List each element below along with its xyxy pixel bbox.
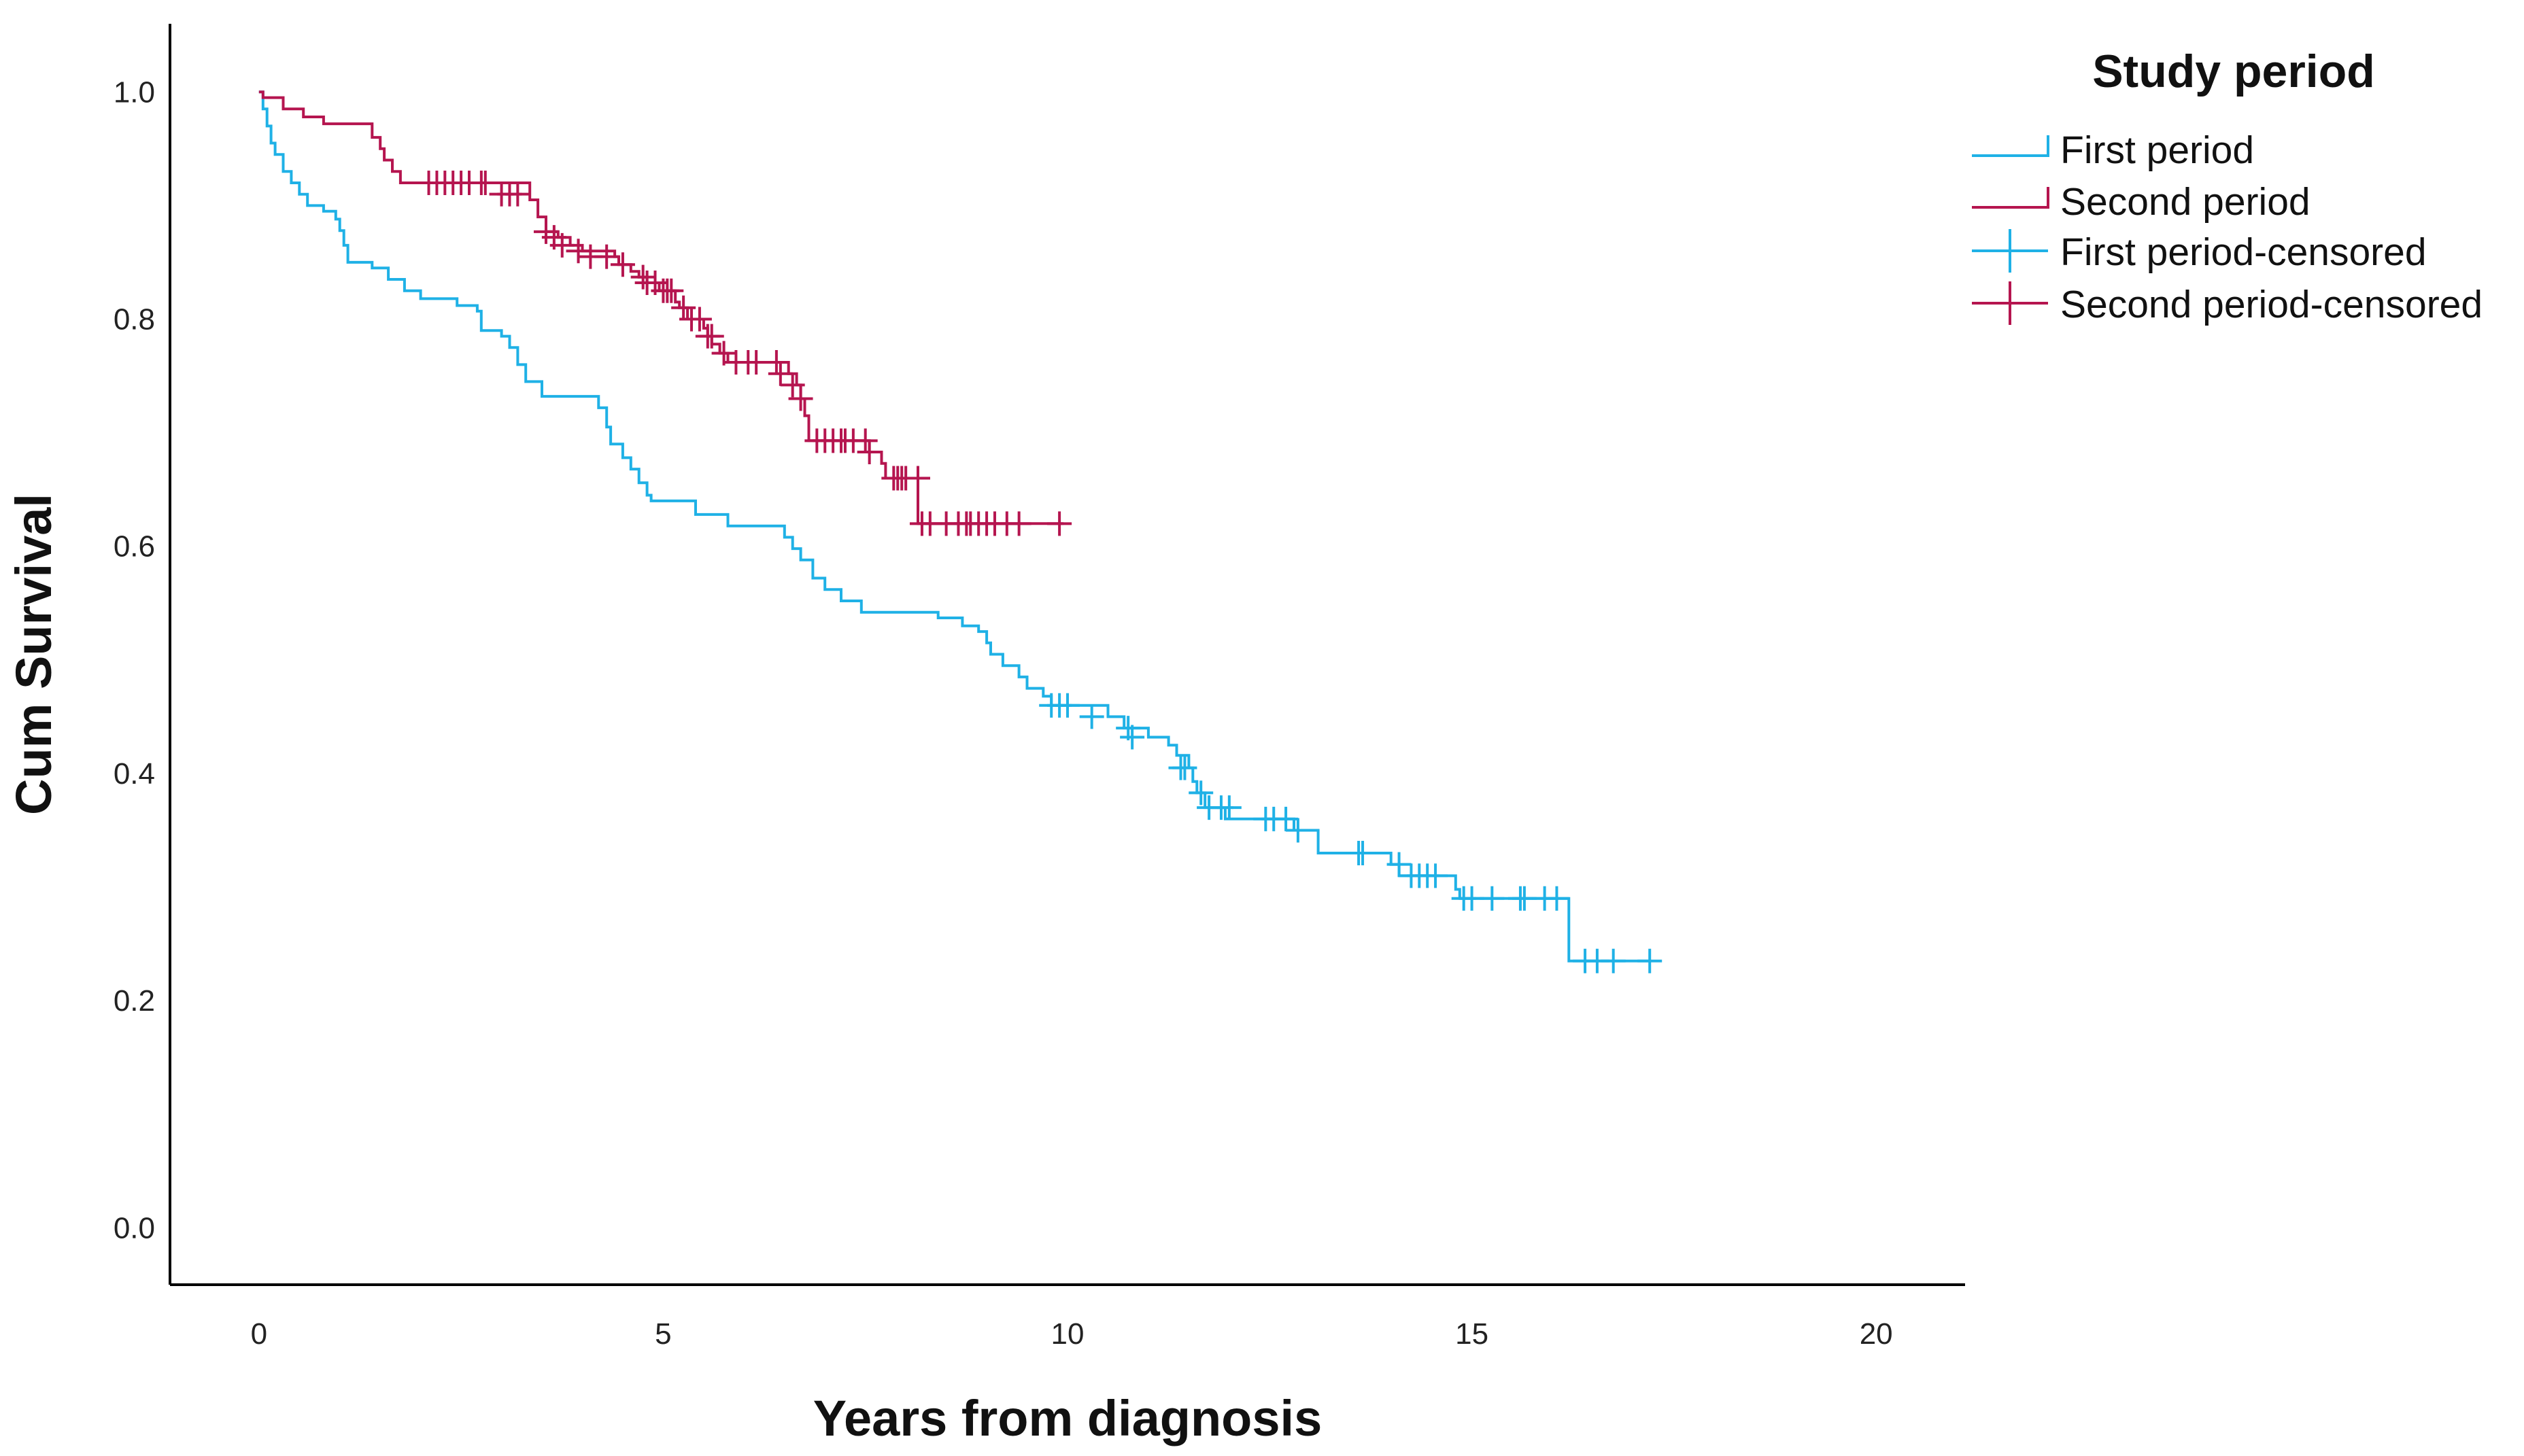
y-tick-label: 0.4: [114, 757, 155, 791]
second-period-censor-mark: [853, 428, 878, 453]
legend-item: Second period-censored: [1972, 281, 2483, 326]
legend-censor-swatch: [1972, 281, 2048, 325]
first-period-censor-mark: [1637, 948, 1662, 973]
legend-item: First period: [1972, 128, 2254, 172]
second-period-censor-mark: [549, 232, 575, 258]
legend-title: Study period: [2092, 46, 2375, 97]
second-period-censor-mark: [566, 239, 591, 264]
second-period-censor-mark: [906, 466, 930, 491]
second-period-censor-mark: [659, 278, 684, 303]
y-tick-label: 1.0: [114, 75, 155, 109]
second-period-censor-mark: [1006, 511, 1031, 536]
x-tick-label: 10: [1051, 1317, 1085, 1351]
x-tick-label: 0: [251, 1317, 267, 1351]
y-tick-label: 0.0: [114, 1211, 155, 1245]
first-period-censor-mark: [1189, 780, 1214, 805]
y-axis-tick-labels: 0.0 0.2 0.4 0.6 0.8 1.0: [114, 75, 155, 1245]
x-tick-label: 5: [655, 1317, 671, 1351]
y-tick-label: 0.8: [114, 303, 155, 336]
second-period-censor-mark: [699, 324, 724, 349]
second-period-censor-mark: [780, 372, 805, 398]
second-period-censor-mark: [687, 307, 712, 332]
first-period-censor-mark: [1274, 806, 1299, 831]
legend-label: First period: [2060, 128, 2254, 172]
legend-censor-swatch: [1972, 229, 2048, 273]
legend-label: Second period: [2060, 180, 2310, 224]
first-period-censor-mark: [1120, 725, 1145, 750]
second-period-survival-curve: [258, 90, 1064, 525]
second-period-censor-mark: [788, 386, 813, 411]
first-period-censor-mark: [1544, 886, 1569, 911]
y-tick-label: 0.2: [114, 984, 155, 1018]
second-period-censor-mark: [857, 440, 882, 465]
second-period-censor-mark: [630, 264, 655, 290]
legend-label: Second period-censored: [2060, 283, 2483, 326]
first-period-survival-curve: [258, 90, 1650, 963]
second-period-censor-mark: [768, 361, 793, 386]
legend-label: First period-censored: [2060, 230, 2427, 274]
legend-item: First period-censored: [1972, 229, 2427, 274]
legend-item: Second period: [1972, 180, 2310, 224]
legend-line-swatch: [1972, 187, 2049, 209]
x-axis-title: Years from diagnosis: [813, 1390, 1323, 1446]
first-period-censor-mark: [1172, 755, 1197, 780]
series-layer: [258, 90, 1662, 973]
first-period-censor-mark: [1055, 693, 1080, 718]
y-axis-title: Cum Survival: [5, 493, 62, 815]
y-tick-label: 0.6: [114, 530, 155, 564]
x-tick-label: 20: [1860, 1317, 1893, 1351]
first-period-censor-mark: [1079, 704, 1104, 729]
second-period-censor-mark: [473, 170, 498, 195]
first-period-censor-mark: [1285, 818, 1310, 843]
second-period-censor-mark: [594, 244, 619, 269]
plot-area: 0.0 0.2 0.4 0.6 0.8 1.0 0 5 10 15 20: [114, 24, 1965, 1351]
second-period-censor-mark: [505, 181, 530, 207]
second-period-censor-mark: [764, 350, 789, 375]
second-period-censor-mark: [1047, 511, 1072, 536]
first-period-censor-mark: [1423, 863, 1448, 888]
first-period-censor-mark: [1350, 840, 1376, 865]
first-period-censor-mark: [1216, 795, 1242, 820]
x-axis-tick-labels: 0 5 10 15 20: [251, 1317, 1893, 1351]
legend-line-swatch: [1972, 135, 2049, 157]
first-period-censor-mark: [1386, 852, 1412, 877]
first-period-censor-mark: [1601, 948, 1626, 973]
first-period-censor-mark: [1480, 886, 1505, 911]
legend-items: First period Second period First period-ce…: [1972, 128, 2483, 326]
second-period-censor-mark: [610, 252, 635, 277]
x-tick-label: 15: [1455, 1317, 1488, 1351]
